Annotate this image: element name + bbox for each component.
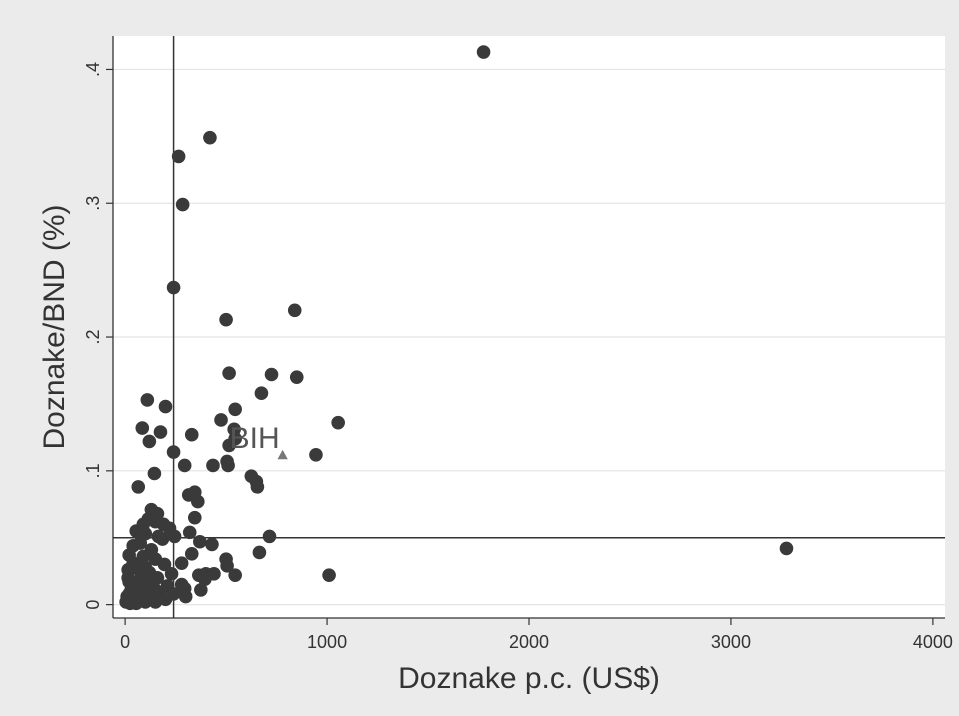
data-point [262,529,277,544]
data-point [214,413,228,427]
data-point [119,595,133,609]
highlight-group: BIH [230,422,290,461]
data-point [264,367,279,382]
data-point [220,559,234,573]
data-point [228,568,242,582]
data-point [289,370,304,384]
data-point [147,466,162,481]
data-point [166,280,181,295]
data-point [184,546,199,561]
data-point [148,595,163,609]
data-point [309,447,323,462]
data-point [205,537,219,552]
data-point [322,568,336,582]
data-point [191,494,205,509]
data-point [476,45,491,59]
x-axis-ticks: 0 1000 2000 3000 4000 [120,618,953,652]
data-point [140,393,155,407]
data-point [171,149,186,164]
data-point [164,567,179,581]
data-point [252,545,267,560]
data-point [228,431,242,446]
data-point [221,458,235,473]
highlight-marker [275,447,290,461]
data-points [119,45,794,611]
data-point [174,556,189,570]
data-point [175,197,190,212]
data-point [158,399,173,414]
plot-area [113,36,945,618]
data-point [206,458,220,473]
data-point [193,534,207,549]
x-tick-label: 4000 [913,632,953,652]
data-point [157,557,172,572]
y-tick-label: .3 [83,196,103,211]
highlight-label: BIH [230,422,280,455]
y-axis-title: Doznake/BND (%) [38,204,71,449]
x-tick-label: 2000 [509,632,549,652]
y-tick-label: .2 [83,330,103,345]
y-axis-ticks: 0 .1 .2 .3 .4 [83,62,113,610]
data-point [222,366,236,380]
y-tick-label: .4 [83,62,103,77]
x-tick-label: 1000 [307,632,347,652]
data-point [287,303,302,318]
reference-lines [113,36,945,618]
x-tick-label: 0 [120,632,130,652]
data-point [182,525,197,540]
data-point [228,402,242,417]
data-point [203,130,217,145]
data-point [779,541,794,556]
data-point [254,386,269,401]
data-point [142,434,157,449]
data-point [219,312,233,327]
data-point [198,572,212,586]
data-point [166,445,181,459]
data-point [155,532,170,546]
data-point [178,589,193,604]
data-point [129,596,144,611]
y-tick-label: .1 [83,463,103,478]
data-point [187,510,202,525]
data-point [177,458,192,473]
data-point [153,425,168,439]
data-point [331,415,345,430]
data-point [250,480,265,494]
data-point [184,427,199,442]
data-point [167,529,182,544]
data-point [136,549,151,564]
x-tick-label: 3000 [711,632,751,652]
x-axis-title: Doznake p.c. (US$) [398,662,660,695]
data-point [135,421,150,435]
y-tick-label: 0 [83,600,103,610]
data-point [131,480,146,494]
data-point [194,583,208,597]
